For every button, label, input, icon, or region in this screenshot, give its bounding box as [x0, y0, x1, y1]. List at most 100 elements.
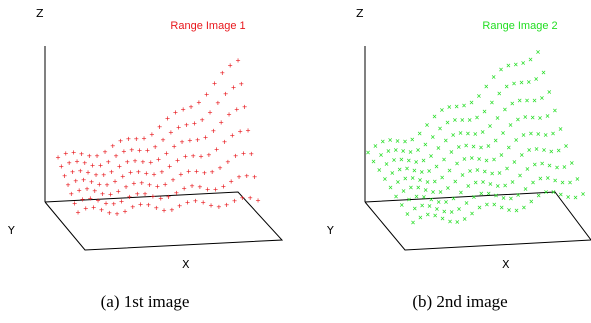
- point-marker: +: [136, 168, 141, 177]
- point-marker: +: [120, 172, 125, 181]
- x-axis-label: X: [502, 258, 510, 271]
- point-marker: ×: [519, 78, 524, 87]
- point-marker: +: [165, 114, 170, 123]
- point-marker: ×: [526, 77, 531, 86]
- point-marker: ×: [494, 191, 499, 200]
- point-marker: ×: [568, 178, 573, 187]
- point-marker: ×: [466, 182, 471, 191]
- point-marker: +: [236, 56, 241, 65]
- point-marker: +: [159, 168, 164, 177]
- point-marker: +: [82, 159, 87, 168]
- point-marker: +: [181, 105, 186, 114]
- point-marker: +: [208, 108, 213, 117]
- point-marker: ×: [388, 136, 393, 145]
- point-marker: ×: [499, 150, 504, 159]
- point-marker: ×: [476, 91, 481, 100]
- point-marker: ×: [432, 177, 437, 186]
- point-marker: ×: [516, 190, 521, 199]
- point-marker: ×: [439, 106, 444, 115]
- point-marker: +: [88, 194, 93, 203]
- point-marker: ×: [551, 129, 556, 138]
- point-marker: ×: [429, 151, 434, 160]
- point-marker: ×: [521, 131, 526, 140]
- point-marker: +: [214, 145, 219, 154]
- point-marker: +: [56, 153, 61, 162]
- point-marker: +: [184, 120, 189, 129]
- point-marker: +: [215, 99, 220, 108]
- point-marker: ×: [560, 178, 565, 187]
- point-marker: ×: [545, 112, 550, 121]
- point-marker: +: [229, 177, 234, 186]
- point-marker: +: [161, 136, 166, 145]
- point-marker: ×: [527, 146, 532, 155]
- point-marker: ×: [405, 164, 410, 173]
- point-marker: ×: [457, 204, 462, 213]
- chart-title: Range Image 2: [482, 20, 557, 32]
- point-marker: ×: [382, 174, 387, 183]
- point-marker: ×: [423, 140, 428, 149]
- point-marker: ×: [410, 174, 415, 183]
- point-marker: ×: [523, 184, 528, 193]
- point-marker: ×: [423, 185, 428, 194]
- point-marker: ×: [536, 48, 541, 57]
- point-marker: +: [110, 142, 115, 151]
- point-marker: ×: [514, 136, 519, 145]
- point-marker: +: [129, 146, 134, 155]
- panel-range-image-1: Z Y X Range Image 1 + + + + + + +++ + + + ++++ + + ++…: [7, 7, 284, 311]
- point-marker: +: [73, 177, 78, 186]
- point-marker: ×: [418, 213, 423, 222]
- point-marker: ×: [540, 159, 545, 168]
- point-marker: +: [174, 189, 179, 198]
- point-marker: +: [101, 171, 106, 180]
- point-marker: ×: [411, 218, 416, 227]
- point-marker: +: [183, 152, 188, 161]
- point-marker: ×: [432, 112, 437, 121]
- point-marker: ×: [414, 158, 419, 167]
- point-marker: +: [87, 152, 92, 161]
- point-marker: ×: [499, 203, 504, 212]
- point-marker: +: [221, 182, 226, 191]
- point-marker: ×: [379, 151, 384, 160]
- point-marker: ×: [519, 150, 524, 159]
- point-marker: +: [167, 162, 172, 171]
- point-marker: ×: [486, 141, 491, 150]
- point-marker: +: [156, 155, 161, 164]
- point-marker: ×: [451, 194, 456, 203]
- point-marker: ×: [417, 129, 422, 138]
- point-marker: +: [75, 157, 80, 166]
- point-marker: +: [92, 187, 97, 196]
- point-marker: +: [193, 196, 198, 205]
- point-marker: +: [138, 200, 143, 209]
- point-marker: +: [228, 61, 233, 70]
- point-marker: +: [232, 197, 237, 206]
- point-marker: +: [190, 182, 195, 191]
- point-marker: ×: [436, 144, 441, 153]
- point-marker: ×: [545, 174, 550, 183]
- point-marker: +: [169, 205, 174, 214]
- point-marker: ×: [497, 89, 502, 98]
- point-marker: +: [206, 150, 211, 159]
- point-marker: ×: [499, 65, 504, 74]
- point-marker: ×: [564, 142, 569, 151]
- point-marker: +: [142, 134, 147, 143]
- point-marker: ×: [401, 186, 406, 195]
- point-marker: +: [139, 179, 144, 188]
- base-plane: [364, 191, 591, 251]
- point-marker: ×: [371, 157, 376, 166]
- point-marker: ×: [416, 146, 421, 155]
- point-marker: +: [99, 205, 104, 214]
- point-marker: +: [152, 170, 157, 179]
- point-marker: +: [76, 208, 81, 217]
- point-marker: ×: [547, 161, 552, 170]
- point-marker: +: [128, 168, 133, 177]
- point-marker: +: [71, 148, 76, 157]
- point-marker: ×: [521, 203, 526, 212]
- point-marker: ×: [419, 168, 424, 177]
- point-marker: ×: [380, 137, 385, 146]
- point-marker: +: [199, 152, 204, 161]
- point-marker: +: [83, 204, 88, 213]
- point-marker: +: [166, 193, 171, 202]
- point-marker: ×: [395, 136, 400, 145]
- point-marker: ×: [575, 174, 580, 183]
